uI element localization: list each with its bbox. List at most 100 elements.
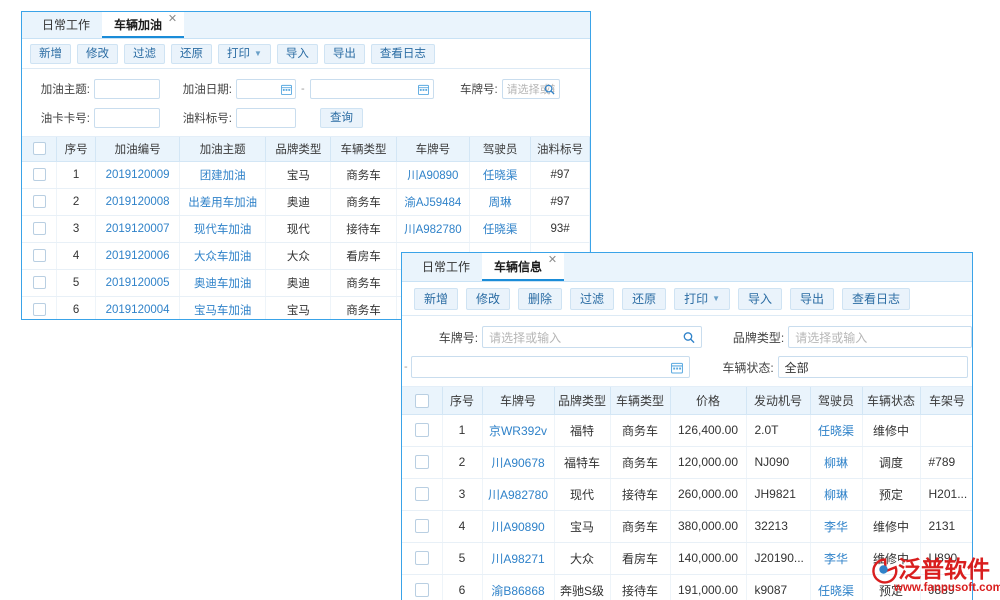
- row-checkbox-cell[interactable]: [402, 510, 443, 543]
- row-checkbox[interactable]: [414, 455, 429, 470]
- cell-refuel-topic[interactable]: 现代车加油: [179, 215, 267, 243]
- cell-refuel-no[interactable]: 2019120005: [95, 269, 181, 297]
- cell-driver[interactable]: 任晓渠: [810, 574, 863, 600]
- table-row[interactable]: 3 2019120007 现代车加油 现代 接待车 川A982780 任晓渠 9…: [22, 215, 590, 243]
- row-checkbox[interactable]: [414, 583, 429, 598]
- table-row[interactable]: 5 川A98271 大众 看房车 140,000.00 J20190... 李华…: [402, 542, 972, 575]
- export-button[interactable]: 导出: [323, 43, 365, 64]
- row-checkbox-cell[interactable]: [402, 478, 443, 511]
- row-checkbox-cell[interactable]: [402, 446, 443, 479]
- cell-refuel-topic[interactable]: 大众车加油: [179, 242, 267, 270]
- cell-plate-number[interactable]: 川A982780: [396, 215, 471, 243]
- row-checkbox-cell[interactable]: [402, 542, 443, 575]
- cell-driver[interactable]: 任晓渠: [469, 161, 532, 189]
- select-all-checkbox[interactable]: [414, 393, 429, 408]
- row-checkbox[interactable]: [32, 195, 46, 208]
- print-button[interactable]: 打印 ▼: [218, 43, 271, 64]
- table-row[interactable]: 3 川A982780 现代 接待车 260,000.00 JH9821 柳琳 预…: [402, 478, 972, 511]
- query-button[interactable]: 查询: [320, 108, 363, 128]
- row-checkbox-cell[interactable]: [22, 269, 58, 297]
- table-row[interactable]: 2 2019120008 出差用车加油 奥迪 商务车 渝AJ59484 周琳 #…: [22, 188, 590, 216]
- cell-driver[interactable]: 任晓渠: [469, 215, 532, 243]
- cell-driver[interactable]: 柳琳: [810, 446, 863, 479]
- restore-button[interactable]: 还原: [622, 287, 667, 310]
- col-index[interactable]: 序号: [56, 137, 97, 162]
- cell-refuel-no[interactable]: 2019120008: [95, 188, 181, 216]
- row-checkbox-cell[interactable]: [402, 574, 443, 600]
- calendar-icon[interactable]: [418, 83, 430, 95]
- row-checkbox[interactable]: [32, 222, 46, 235]
- cell-plate-number[interactable]: 渝B86868: [482, 574, 555, 600]
- row-checkbox[interactable]: [32, 303, 46, 316]
- tab-vehicle-info[interactable]: 车辆信息 ✕: [482, 253, 565, 281]
- close-icon[interactable]: ✕: [167, 13, 178, 25]
- edit-button[interactable]: 修改: [466, 287, 511, 310]
- row-checkbox[interactable]: [414, 551, 429, 566]
- cell-driver[interactable]: 李华: [810, 542, 863, 575]
- col-vin[interactable]: 车架号: [920, 387, 972, 415]
- delete-button[interactable]: 删除: [518, 287, 563, 310]
- cell-driver[interactable]: 柳琳: [810, 478, 863, 511]
- cell-plate-number[interactable]: 川A982780: [482, 478, 555, 511]
- row-checkbox[interactable]: [32, 276, 46, 289]
- col-fuel-grade[interactable]: 油料标号: [530, 137, 590, 162]
- cell-plate-number[interactable]: 川A98271: [482, 542, 555, 575]
- col-plate-number[interactable]: 车牌号: [482, 387, 555, 415]
- col-vehicle-status[interactable]: 车辆状态: [862, 387, 921, 415]
- col-vehicle-type[interactable]: 车辆类型: [330, 137, 397, 162]
- select-all-checkbox[interactable]: [32, 142, 46, 156]
- cell-refuel-topic[interactable]: 出差用车加油: [179, 188, 267, 216]
- cell-refuel-no[interactable]: 2019120009: [95, 161, 181, 189]
- cell-refuel-topic[interactable]: 奥迪车加油: [179, 269, 267, 297]
- restore-button[interactable]: 还原: [171, 43, 212, 64]
- table-row[interactable]: 1 京WR392v 福特 商务车 126,400.00 2.0T 任晓渠 维修中: [402, 414, 972, 447]
- brand-type-input[interactable]: 请选择或输入: [788, 326, 972, 348]
- select-all-header[interactable]: [402, 387, 443, 415]
- cell-driver[interactable]: 李华: [810, 510, 863, 543]
- cell-refuel-no[interactable]: 2019120004: [95, 296, 181, 319]
- print-button[interactable]: 打印 ▼: [674, 287, 731, 310]
- filter-button[interactable]: 过滤: [570, 287, 615, 310]
- col-vehicle-type[interactable]: 车辆类型: [610, 387, 671, 415]
- view-log-button[interactable]: 查看日志: [842, 287, 911, 310]
- row-checkbox[interactable]: [414, 423, 429, 438]
- refuel-date-to-input[interactable]: [309, 79, 434, 99]
- calendar-icon[interactable]: [280, 83, 292, 95]
- col-index[interactable]: 序号: [442, 387, 483, 415]
- import-button[interactable]: 导入: [276, 43, 318, 64]
- cell-refuel-no[interactable]: 2019120006: [95, 242, 181, 270]
- select-all-header[interactable]: [22, 137, 58, 162]
- calendar-icon[interactable]: [670, 361, 683, 373]
- row-checkbox-cell[interactable]: [22, 242, 58, 270]
- table-row[interactable]: 1 2019120009 团建加油 宝马 商务车 川A90890 任晓渠 #97: [22, 161, 590, 189]
- cell-plate-number[interactable]: 渝AJ59484: [396, 188, 471, 216]
- cell-driver[interactable]: 任晓渠: [810, 414, 863, 447]
- col-driver[interactable]: 驾驶员: [469, 137, 532, 162]
- search-icon[interactable]: [544, 83, 556, 95]
- table-row[interactable]: 6 渝B86868 奔驰S级 接待车 191,000.00 k9087 任晓渠 …: [402, 574, 972, 600]
- row-checkbox[interactable]: [32, 249, 46, 262]
- close-icon[interactable]: ✕: [547, 254, 558, 266]
- search-icon[interactable]: [683, 331, 696, 343]
- plate-number-input[interactable]: 请选择或输入: [501, 79, 560, 99]
- add-button[interactable]: 新增: [30, 43, 71, 64]
- col-refuel-topic[interactable]: 加油主题: [179, 137, 267, 162]
- cell-refuel-no[interactable]: 2019120007: [95, 215, 181, 243]
- col-brand-type[interactable]: 品牌类型: [265, 137, 332, 162]
- cell-refuel-topic[interactable]: 宝马车加油: [179, 296, 267, 319]
- fuel-card-no-input[interactable]: [94, 108, 160, 128]
- cell-plate-number[interactable]: 京WR392v: [482, 414, 555, 447]
- table-row[interactable]: 4 川A90890 宝马 商务车 380,000.00 32213 李华 维修中…: [402, 510, 972, 543]
- row-checkbox-cell[interactable]: [22, 215, 58, 243]
- fuel-grade-input[interactable]: [236, 108, 296, 128]
- refuel-topic-input[interactable]: [94, 79, 160, 99]
- col-refuel-no[interactable]: 加油编号: [95, 137, 181, 162]
- refuel-date-from-input[interactable]: [236, 79, 296, 99]
- row-checkbox[interactable]: [32, 168, 46, 181]
- cell-driver[interactable]: 周琳: [469, 188, 532, 216]
- date-to-input[interactable]: [410, 356, 690, 378]
- cell-plate-number[interactable]: 川A90890: [482, 510, 555, 543]
- table-row[interactable]: 2 川A90678 福特车 商务车 120,000.00 NJ090 柳琳 调度…: [402, 446, 972, 479]
- filter-button[interactable]: 过滤: [124, 43, 165, 64]
- row-checkbox-cell[interactable]: [22, 161, 58, 189]
